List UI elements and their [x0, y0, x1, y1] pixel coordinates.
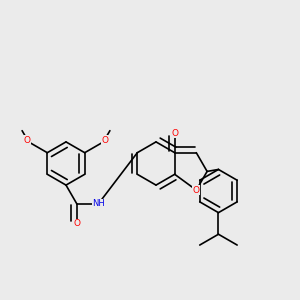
- Text: O: O: [73, 219, 80, 228]
- Text: O: O: [101, 136, 108, 145]
- Text: O: O: [171, 129, 178, 138]
- Text: NH: NH: [92, 199, 105, 208]
- Text: O: O: [193, 186, 200, 195]
- Text: O: O: [24, 136, 31, 145]
